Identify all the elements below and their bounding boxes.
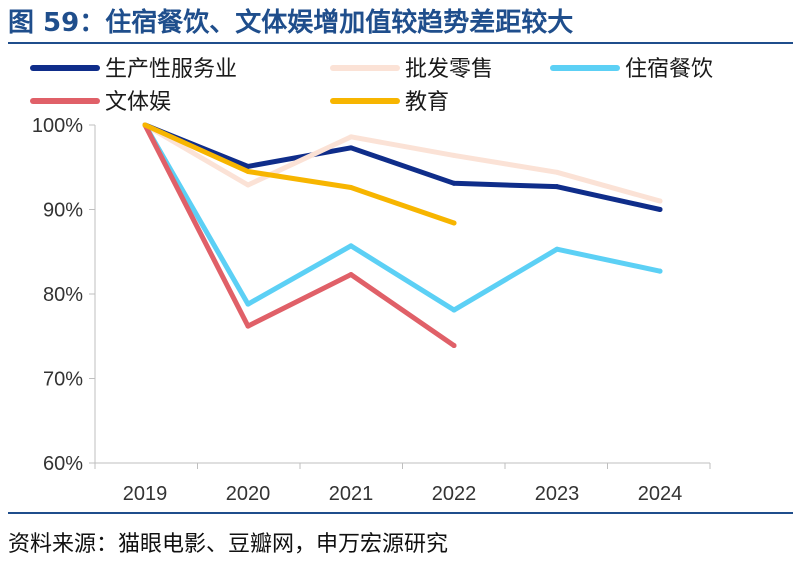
series-4 (142, 122, 457, 226)
y-tick-label: 70% (43, 369, 83, 391)
legend-label: 批发零售 (405, 57, 493, 82)
data-point (554, 246, 560, 252)
plot-area (142, 122, 663, 349)
series-line (142, 122, 663, 212)
y-axis: 100% 90% 80% 70% 60% (32, 115, 96, 475)
y-tick-label: 90% (43, 200, 83, 222)
data-point (245, 323, 251, 329)
data-point (657, 268, 663, 274)
legend-item: 生产性服务业 (30, 57, 237, 82)
legend-label: 住宿餐饮 (625, 57, 713, 82)
data-point (451, 220, 457, 226)
chart-title: 图 59：住宿餐饮、文体娱增加值较趋势差距较大 (8, 8, 574, 38)
series-line (142, 122, 663, 204)
series-line (142, 122, 457, 226)
data-point (348, 272, 354, 278)
data-point (657, 198, 663, 204)
data-point (451, 152, 457, 158)
data-point (657, 207, 663, 212)
x-tick-label: 2024 (638, 483, 683, 505)
legend-label: 文体娱 (105, 90, 171, 115)
x-tick-label: 2023 (535, 483, 580, 505)
data-point (142, 122, 148, 128)
data-point (348, 185, 354, 191)
data-point (245, 168, 251, 174)
x-tick-label: 2022 (432, 483, 477, 505)
y-tick-label: 100% (32, 115, 83, 137)
data-point (451, 180, 457, 186)
x-tick-label: 2019 (123, 483, 168, 505)
data-point (348, 145, 354, 151)
data-point (245, 163, 251, 169)
series-2 (142, 122, 663, 313)
data-point (554, 169, 560, 175)
title-rule (8, 42, 793, 44)
x-tick-label: 2021 (329, 483, 374, 505)
data-point (451, 343, 457, 349)
x-tick-label: 2020 (226, 483, 271, 505)
legend-item: 教育 (330, 90, 449, 115)
data-point (245, 301, 251, 307)
data-point (348, 134, 354, 140)
legend-label: 生产性服务业 (105, 57, 237, 82)
data-point (348, 243, 354, 249)
data-point (554, 184, 560, 190)
x-axis: 2019 2020 2021 2022 2023 2024 (94, 462, 711, 505)
source-rule (8, 512, 793, 514)
y-tick-label: 80% (43, 284, 83, 306)
series-1 (142, 122, 663, 204)
series-line (142, 122, 663, 313)
legend-item: 住宿餐饮 (550, 57, 713, 82)
legend-label: 教育 (405, 90, 449, 115)
legend-item: 文体娱 (30, 90, 171, 115)
source-note: 资料来源：猫眼电影、豆瓣网，申万宏源研究 (8, 532, 449, 557)
y-tick-label: 60% (43, 453, 83, 475)
data-point (451, 307, 457, 313)
series-line (142, 122, 457, 349)
legend-item: 批发零售 (330, 57, 493, 82)
data-point (245, 182, 251, 188)
